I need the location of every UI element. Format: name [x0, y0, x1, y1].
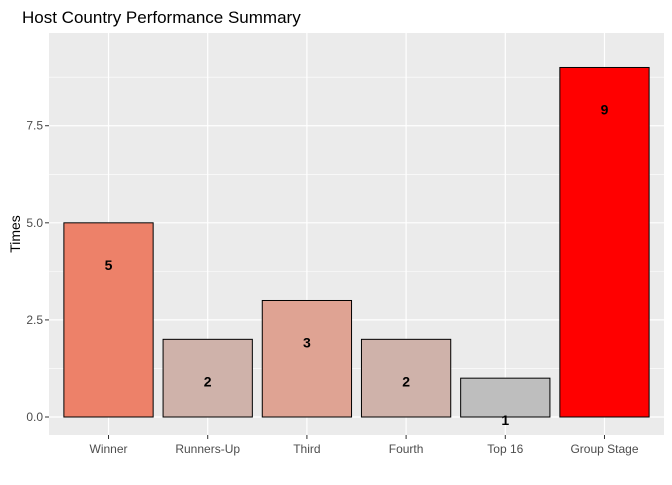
data-label: 2 [204, 373, 212, 389]
x-tick-label: Group Stage [570, 442, 638, 456]
x-tick-label: Third [293, 442, 320, 456]
y-tick-label: 2.5 [26, 313, 43, 327]
bar-third [261, 299, 353, 418]
bar-group-stage [559, 66, 650, 418]
bar-fourth [360, 338, 452, 418]
plot-panel: 0.0 2.5 5.0 7.5 5 Winner 2 Runners-Up 3 Third 2 Fou… [26, 33, 664, 456]
data-label: 3 [303, 334, 311, 350]
y-tick-label: 7.5 [26, 119, 43, 133]
chart-title: Host Country Performance Summary [22, 8, 301, 27]
x-tick-label: Top 16 [487, 442, 523, 456]
x-tick-label: Winner [90, 442, 128, 456]
x-tick-label: Runners-Up [175, 442, 240, 456]
data-label: 2 [402, 373, 410, 389]
data-label: 5 [105, 257, 113, 273]
bar-runners-up [162, 338, 253, 418]
data-label: 1 [501, 412, 509, 428]
bar-top-16 [460, 377, 551, 418]
x-tick-label: Fourth [389, 442, 424, 456]
y-tick-label: 5.0 [26, 216, 43, 230]
y-tick-label: 0.0 [26, 410, 43, 424]
data-label: 9 [601, 101, 609, 117]
y-axis-title: Times [7, 215, 23, 253]
bar-winner [63, 222, 154, 418]
